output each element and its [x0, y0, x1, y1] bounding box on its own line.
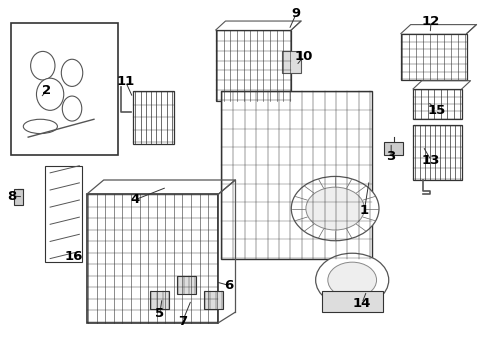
Circle shape: [328, 262, 376, 298]
Text: 4: 4: [131, 193, 140, 206]
Text: 10: 10: [294, 50, 313, 63]
Circle shape: [306, 187, 365, 230]
FancyBboxPatch shape: [401, 33, 466, 80]
FancyBboxPatch shape: [11, 23, 118, 155]
Ellipse shape: [36, 78, 64, 111]
FancyBboxPatch shape: [203, 291, 223, 309]
Text: 13: 13: [422, 154, 441, 167]
Text: 6: 6: [224, 279, 234, 292]
FancyBboxPatch shape: [322, 291, 383, 312]
Circle shape: [291, 176, 379, 241]
FancyBboxPatch shape: [413, 125, 462, 180]
Bar: [282, 51, 301, 73]
Text: 7: 7: [178, 315, 187, 328]
Text: 5: 5: [155, 307, 164, 320]
Text: 12: 12: [422, 14, 440, 27]
Circle shape: [316, 253, 389, 307]
FancyBboxPatch shape: [384, 143, 403, 155]
FancyBboxPatch shape: [220, 91, 372, 258]
Ellipse shape: [62, 96, 82, 121]
FancyBboxPatch shape: [14, 189, 24, 205]
Text: 3: 3: [387, 150, 396, 163]
Text: 8: 8: [7, 190, 17, 203]
FancyBboxPatch shape: [216, 30, 291, 102]
FancyBboxPatch shape: [177, 276, 196, 294]
FancyBboxPatch shape: [150, 291, 170, 309]
Text: 1: 1: [360, 204, 369, 217]
Text: 2: 2: [42, 84, 51, 97]
FancyBboxPatch shape: [413, 89, 462, 119]
FancyBboxPatch shape: [133, 91, 174, 144]
Text: 9: 9: [292, 8, 301, 21]
Text: 16: 16: [64, 250, 83, 263]
FancyBboxPatch shape: [45, 166, 82, 262]
Text: 15: 15: [427, 104, 445, 117]
Ellipse shape: [61, 59, 83, 86]
FancyBboxPatch shape: [87, 194, 218, 323]
Text: 14: 14: [353, 297, 371, 310]
Ellipse shape: [30, 51, 55, 80]
Text: 11: 11: [117, 75, 135, 88]
Ellipse shape: [24, 119, 57, 134]
